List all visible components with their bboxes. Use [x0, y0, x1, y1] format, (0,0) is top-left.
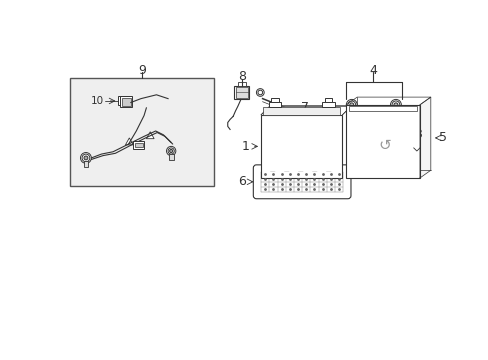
Circle shape [166, 147, 176, 156]
Bar [70, 78, 213, 186]
Bar [237, 82, 245, 86]
Text: 5: 5 [438, 131, 447, 144]
Circle shape [393, 103, 397, 107]
Circle shape [333, 120, 341, 128]
Bar [120, 98, 127, 103]
Text: —: — [311, 169, 317, 174]
Text: 9: 9 [138, 64, 146, 77]
Circle shape [336, 122, 341, 126]
Text: 8: 8 [237, 70, 245, 83]
Text: 3: 3 [315, 116, 323, 129]
Bar [261, 115, 342, 178]
Bar [120, 96, 132, 107]
Text: 6: 6 [238, 175, 246, 188]
Circle shape [346, 99, 356, 110]
Polygon shape [146, 132, 154, 139]
Circle shape [349, 103, 353, 107]
Text: 1: 1 [241, 140, 249, 153]
Bar [233, 86, 249, 99]
Text: —: — [297, 169, 303, 174]
Polygon shape [419, 97, 430, 178]
Text: 4: 4 [369, 64, 377, 77]
Text: 7: 7 [301, 100, 308, 114]
Bar [83, 161, 88, 167]
Text: 10: 10 [90, 96, 103, 106]
Polygon shape [125, 138, 133, 145]
Text: 2: 2 [407, 104, 414, 117]
Circle shape [256, 89, 264, 96]
FancyBboxPatch shape [253, 165, 350, 199]
Circle shape [169, 149, 172, 153]
Circle shape [84, 156, 88, 160]
Bar [133, 141, 144, 149]
Bar [135, 143, 142, 147]
Bar [118, 96, 129, 105]
Bar [122, 98, 131, 105]
Bar [270, 105, 351, 169]
Bar [263, 107, 340, 115]
Bar [268, 102, 281, 107]
Text: —: — [325, 169, 330, 174]
Bar [168, 154, 173, 160]
Bar [322, 102, 334, 107]
Text: 3: 3 [413, 128, 421, 141]
Text: ↺: ↺ [377, 138, 390, 153]
Circle shape [390, 99, 401, 110]
Text: —: — [284, 169, 289, 174]
Circle shape [81, 153, 91, 163]
Bar [270, 98, 278, 102]
Bar [235, 87, 247, 98]
Text: —: — [269, 169, 275, 174]
Bar [346, 105, 419, 178]
Bar [349, 106, 416, 111]
Bar [324, 98, 332, 102]
Circle shape [330, 119, 341, 130]
